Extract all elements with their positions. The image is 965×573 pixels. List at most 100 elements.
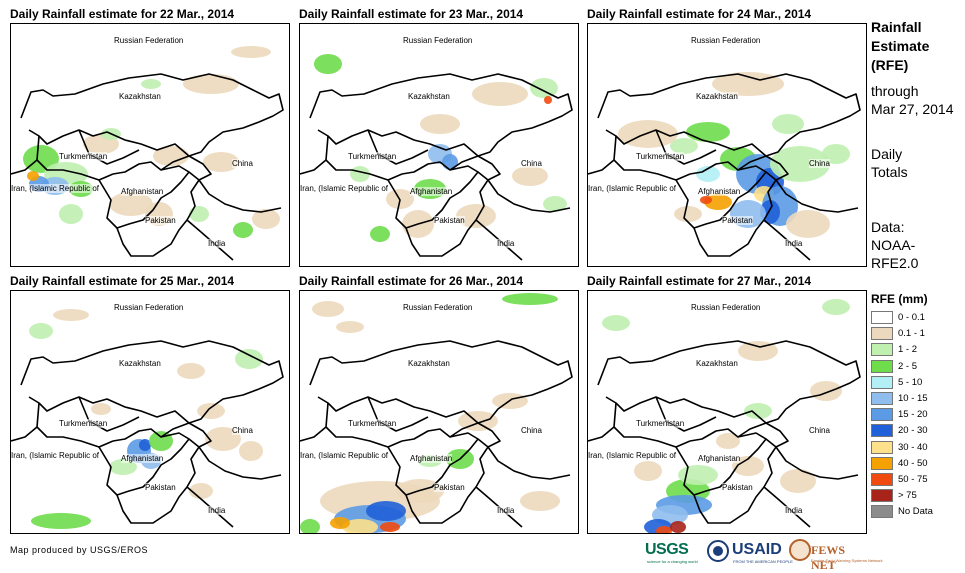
rainfall-area	[700, 196, 712, 204]
country-boundary	[477, 121, 549, 157]
country-boundary	[367, 129, 429, 165]
legend-item: 30 - 40	[871, 440, 965, 455]
country-label-russia: Russian Federation	[403, 36, 473, 45]
country-boundary	[765, 121, 837, 157]
map-canvas	[300, 293, 573, 533]
rainfall-area	[780, 469, 816, 493]
map-canvas	[300, 54, 573, 261]
country-label-kazakhstan: Kazakhstan	[119, 92, 161, 101]
rainfall-area	[29, 323, 53, 339]
country-boundary	[449, 155, 501, 181]
country-label-russia: Russian Federation	[403, 303, 473, 312]
country-label-india: India	[208, 239, 226, 248]
country-label-afghanistan: Afghanistan	[410, 187, 453, 196]
rainfall-area	[512, 166, 548, 186]
rainfall-area	[312, 301, 344, 317]
rainfall-area	[141, 79, 161, 89]
country-boundary	[20, 340, 284, 390]
country-boundary	[11, 159, 38, 175]
country-label-kazakhstan: Kazakhstan	[696, 92, 738, 101]
legend-swatch	[871, 473, 893, 486]
rainfall-area	[233, 222, 253, 238]
map-canvas	[588, 72, 861, 261]
legend-label: 15 - 20	[898, 409, 928, 421]
country-label-china: China	[809, 426, 830, 435]
legend-item: 0 - 0.1	[871, 311, 965, 325]
country-boundary	[198, 446, 282, 480]
country-label-iran: Iran, (Islamic Republic of	[11, 184, 100, 193]
rainfall-area	[31, 513, 91, 529]
country-boundary	[28, 129, 190, 157]
legend-swatch	[871, 375, 893, 389]
country-boundary	[188, 121, 260, 157]
sidebar-totals: Totals	[871, 164, 908, 180]
legend-swatch	[871, 392, 893, 405]
legend-label: > 75	[898, 490, 917, 502]
rainfall-area	[670, 521, 686, 533]
country-boundary	[300, 159, 327, 175]
panel-title: Daily Rainfall estimate for 26 Mar., 201…	[299, 274, 524, 288]
map-panel: Daily Rainfall estimate for 23 Mar., 201…	[299, 7, 579, 269]
rainfall-area	[153, 146, 189, 166]
country-label-turkmenistan: Turkmenistan	[59, 419, 108, 428]
country-boundary	[765, 388, 837, 424]
country-boundary	[28, 396, 190, 424]
rainfall-area	[252, 209, 280, 229]
rainfall-area	[370, 226, 390, 242]
country-label-iran: Iran, (Islamic Republic of	[11, 451, 100, 460]
country-boundary	[597, 73, 861, 123]
country-label-afghanistan: Afghanistan	[698, 454, 741, 463]
rainfall-area	[420, 114, 460, 134]
sidebar-title-line3: (RFE)	[871, 57, 909, 73]
country-boundary	[198, 179, 282, 213]
rainfall-area	[744, 403, 772, 419]
rainfall-area	[456, 204, 496, 228]
rainfall-area	[502, 293, 558, 305]
country-label-iran: Iran, (Islamic Republic of	[300, 184, 389, 193]
legend-item: 0.1 - 1	[871, 327, 965, 341]
legend-swatch	[871, 440, 893, 454]
rainfall-area	[314, 54, 342, 74]
rainfall-map: Russian Federation Kazakhstan Turkmenistan…	[299, 23, 579, 267]
country-label-china: China	[521, 426, 542, 435]
legend-label: 0 - 0.1	[898, 312, 925, 323]
rainfall-area	[738, 341, 778, 361]
country-boundary	[317, 129, 479, 157]
sidebar-daily-totals: Daily Totals	[871, 145, 908, 181]
country-label-russia: Russian Federation	[691, 303, 761, 312]
map-canvas	[588, 299, 861, 533]
country-label-kazakhstan: Kazakhstan	[119, 359, 161, 368]
rainfall-area	[544, 96, 552, 104]
country-label-india: India	[208, 506, 226, 515]
rainfall-area	[177, 363, 205, 379]
country-boundary	[477, 388, 549, 424]
sidebar-data-label: Data:	[871, 219, 905, 235]
country-label-china: China	[232, 426, 253, 435]
rainfall-area	[197, 403, 225, 419]
rainfall-map: Russian Federation Kazakhstan Turkmenistan…	[299, 290, 579, 534]
country-label-turkmenistan: Turkmenistan	[636, 152, 685, 161]
rainfall-area	[189, 483, 213, 499]
country-label-turkmenistan: Turkmenistan	[348, 152, 397, 161]
country-label-iran: Iran, (Islamic Republic of	[588, 451, 677, 460]
rainfall-area	[330, 517, 350, 529]
sidebar-source-line1: NOAA-	[871, 237, 916, 253]
country-label-pakistan: Pakistan	[722, 216, 753, 225]
legend-swatch	[871, 343, 893, 357]
rainfall-area	[203, 152, 239, 172]
rainfall-area	[686, 122, 730, 142]
country-boundary	[737, 155, 789, 181]
rainfall-area	[342, 519, 378, 533]
country-boundary	[588, 159, 615, 175]
rainfall-area	[109, 459, 137, 475]
usgs-tagline: science for a changing world	[647, 559, 698, 564]
country-boundary	[449, 422, 501, 448]
country-boundary	[309, 340, 573, 390]
fews-globe-icon	[789, 539, 811, 561]
country-label-russia: Russian Federation	[691, 36, 761, 45]
country-label-india: India	[785, 239, 803, 248]
country-boundary	[693, 438, 777, 524]
country-label-russia: Russian Federation	[114, 36, 184, 45]
map-panel: Daily Rainfall estimate for 24 Mar., 201…	[587, 7, 867, 269]
country-boundary	[405, 171, 489, 257]
